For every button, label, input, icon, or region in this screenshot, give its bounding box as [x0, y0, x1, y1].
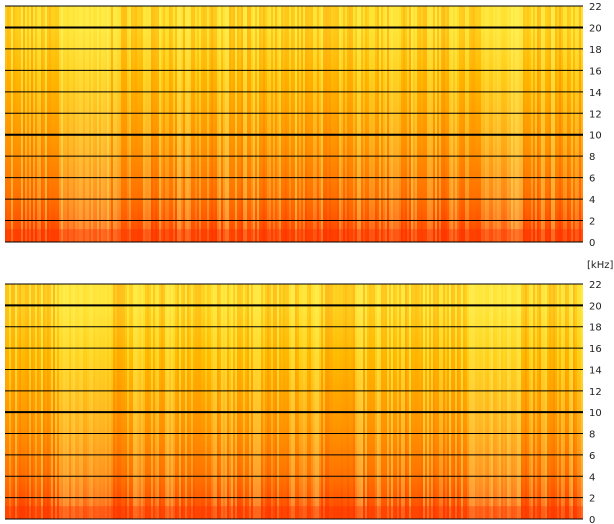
spectrogram-panel-channel-2: 0 2 4 6 8 10 12 14 16 18 20 22	[5, 280, 602, 524]
tick-label-10khz: 10	[589, 131, 602, 142]
tick-label-8khz: 8	[589, 152, 595, 163]
tick-label-12khz: 12	[589, 109, 602, 120]
tick-label-14khz: 14	[589, 365, 602, 376]
tick-label-18khz: 18	[589, 45, 602, 56]
tick-label-18khz: 18	[589, 323, 602, 334]
tick-label-4khz: 4	[589, 195, 595, 206]
tick-label-6khz: 6	[589, 174, 595, 185]
tick-label-4khz: 4	[589, 472, 595, 483]
tick-label-2khz: 2	[589, 494, 595, 505]
tick-label-12khz: 12	[589, 387, 602, 398]
tick-label-16khz: 16	[589, 66, 602, 77]
tick-label-22khz: 22	[589, 2, 602, 13]
tick-label-8khz: 8	[589, 430, 595, 441]
tick-label-10khz: 10	[589, 408, 602, 419]
spectrogram-energy-field	[5, 284, 583, 519]
tick-label-6khz: 6	[589, 451, 595, 462]
spectrogram-energy-field	[5, 6, 583, 242]
tick-label-22khz: 22	[589, 280, 602, 291]
tick-label-0khz: 0	[589, 515, 595, 524]
frequency-unit-label: [kHz]	[587, 260, 613, 271]
tick-label-16khz: 16	[589, 344, 602, 355]
spectrogram-panel-channel-1: 0 2 4 6 8 10 12 14 16 18 20 22	[5, 2, 602, 249]
spectrogram-texture	[5, 6, 583, 242]
tick-label-20khz: 20	[589, 301, 602, 312]
tick-label-20khz: 20	[589, 23, 602, 34]
spectrogram-texture	[5, 284, 583, 519]
tick-label-0khz: 0	[589, 238, 595, 249]
tick-label-2khz: 2	[589, 217, 595, 228]
tick-label-14khz: 14	[589, 88, 602, 99]
